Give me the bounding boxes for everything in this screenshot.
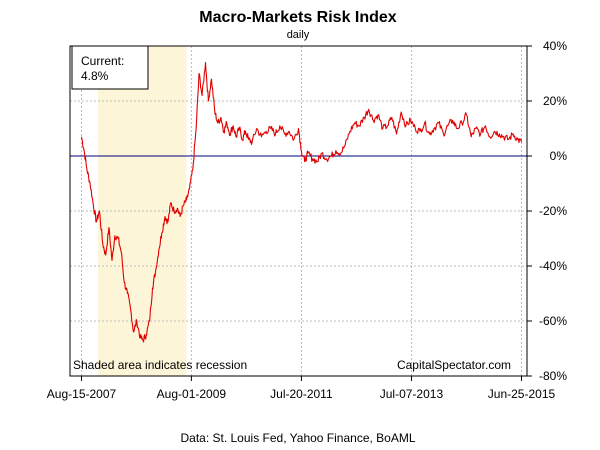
y-tick-label: 0% [550,149,568,163]
chart-title: Macro-Markets Risk Index [199,9,397,26]
current-label: Current: [81,54,124,68]
y-tick-label: -60% [539,314,567,328]
x-tick-label: Jul-20-2011 [270,387,333,401]
x-tick-label: Aug-01-2009 [157,387,227,401]
y-tick-label: 20% [543,94,567,108]
watermark: CapitalSpectator.com [397,358,511,372]
y-tick-label: 40% [543,39,567,53]
y-tick-label: -20% [539,204,567,218]
current-value: 4.8% [81,69,109,83]
x-tick-label: Aug-15-2007 [47,387,117,401]
current-value-box: Current: 4.8% [71,45,149,90]
y-tick-label: -80% [539,369,567,383]
x-tick-label: Jun-25-2015 [488,387,556,401]
x-tick-label: Jul-07-2013 [380,387,444,401]
recession-note: Shaded area indicates recession [73,358,247,372]
current-value-box-frame [71,45,149,90]
chart-subtitle: daily [287,29,310,41]
y-tick-label: -40% [539,259,567,273]
source-note: Data: St. Louis Fed, Yahoo Finance, BoAM… [180,431,415,445]
series-line [80,61,523,343]
